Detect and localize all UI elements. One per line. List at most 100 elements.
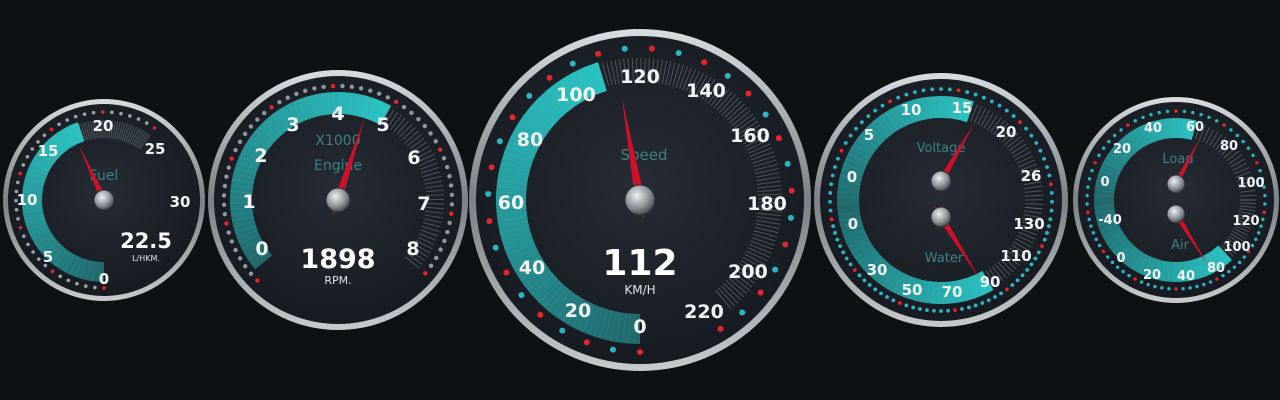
level-arc-segment — [911, 98, 923, 122]
scale-dot — [939, 87, 943, 91]
scale-dot — [559, 327, 566, 334]
tick-mark — [730, 274, 750, 291]
level-arc-segment — [1161, 260, 1170, 282]
scale-dot — [358, 86, 364, 91]
level-arc-segment — [80, 259, 92, 281]
scale-dot — [1153, 284, 1157, 289]
level-arc-segment — [551, 82, 574, 111]
level-arc-segment — [1121, 246, 1139, 266]
scale-dot — [1097, 153, 1101, 158]
tick-mark — [973, 106, 982, 124]
scale-dot — [960, 307, 964, 311]
scale-dot — [1263, 202, 1267, 206]
tick-mark — [746, 139, 769, 151]
level-arc-segment — [881, 111, 898, 134]
tick-mark — [647, 58, 651, 83]
level-arc-segment — [30, 157, 51, 172]
level-arc-segment — [586, 64, 603, 95]
scale-dot — [772, 266, 779, 273]
scale-dot — [340, 83, 345, 89]
level-arc-segment — [52, 132, 69, 152]
level-arc-segment — [239, 234, 262, 250]
scale-dot — [255, 278, 260, 283]
scale-dot — [243, 264, 248, 269]
speed-gauge-dot-ring — [485, 45, 795, 355]
tick-mark — [422, 222, 441, 228]
level-arc-segment — [942, 281, 950, 304]
scale-dot — [1025, 268, 1030, 272]
scale-dot — [1263, 193, 1267, 198]
level-arc-segment — [572, 300, 591, 330]
scale-dot — [867, 283, 872, 287]
scale-dot — [930, 87, 935, 92]
level-arc-segment — [48, 136, 66, 155]
tick-mark — [755, 223, 780, 230]
scale-dot — [1107, 139, 1111, 144]
tick-mark — [1018, 231, 1036, 240]
voltage-needle-hub — [930, 170, 952, 192]
scale-dot — [947, 87, 952, 92]
tick-mark — [1012, 147, 1029, 158]
scale-dot — [349, 84, 355, 90]
tick-mark — [1228, 235, 1243, 246]
scale-dot — [447, 173, 452, 179]
scale-dot — [1029, 262, 1034, 267]
level-arc-segment — [848, 237, 871, 254]
scale-dot — [1087, 217, 1091, 222]
level-arc-segment — [338, 92, 346, 115]
level-arc-segment — [958, 98, 969, 121]
level-arc-segment — [861, 252, 882, 272]
voltage-water-gauge: 0 5 10 15 20 26 0 30 50 70 90 110 130 Vo… — [814, 73, 1068, 327]
tick-mark — [1022, 176, 1041, 182]
tick-mark — [757, 193, 782, 196]
scale-dot — [835, 237, 840, 242]
level-arc-segment — [496, 186, 527, 194]
engine-scale-label: 0 — [255, 238, 268, 260]
tick-mark — [132, 129, 142, 146]
level-arc-segment — [298, 97, 311, 121]
fuel-needle-hub — [93, 189, 115, 211]
fuel-scale-label: 0 — [99, 270, 109, 288]
tick-mark — [1238, 185, 1255, 190]
level-arc-segment — [309, 94, 321, 118]
scale-dot — [1229, 128, 1233, 132]
scale-dot — [1191, 110, 1195, 115]
speed-unit: KM/H — [624, 283, 655, 297]
tick-mark — [411, 141, 428, 153]
scale-dot — [444, 164, 450, 170]
tick-mark — [726, 103, 746, 121]
tick-mark — [996, 123, 1009, 138]
level-arc-segment — [570, 70, 590, 101]
scale-dot — [36, 140, 40, 144]
tick-mark — [1238, 180, 1254, 186]
scale-dot — [83, 284, 88, 288]
level-arc-segment — [539, 281, 564, 308]
tick-mark — [114, 121, 119, 140]
tick-mark — [1014, 151, 1032, 161]
level-arc-segment — [233, 167, 256, 179]
tick-mark — [718, 94, 736, 113]
level-arc-segment — [581, 66, 598, 96]
scale-dot — [918, 307, 922, 311]
tick-mark — [627, 58, 631, 83]
scale-dot — [1101, 249, 1106, 254]
scale-dot — [1018, 120, 1023, 125]
scale-dot — [1119, 128, 1123, 132]
scale-dot — [1050, 199, 1054, 204]
level-arc-segment — [511, 251, 541, 271]
scale-dot — [1242, 255, 1246, 259]
tick-mark — [757, 185, 782, 189]
scale-dot — [269, 105, 274, 110]
scale-dot — [226, 230, 231, 235]
tick-mark — [1239, 205, 1256, 208]
tick-mark — [747, 247, 771, 258]
tick-mark — [121, 123, 128, 141]
level-arc-segment — [504, 239, 535, 256]
tick-mark — [135, 131, 147, 148]
tick-mark — [94, 120, 98, 139]
scale-dot — [16, 217, 20, 221]
scale-dot — [1011, 114, 1016, 119]
scale-dot — [1048, 217, 1053, 222]
scale-dot — [1195, 284, 1199, 289]
scale-dot — [448, 211, 454, 216]
